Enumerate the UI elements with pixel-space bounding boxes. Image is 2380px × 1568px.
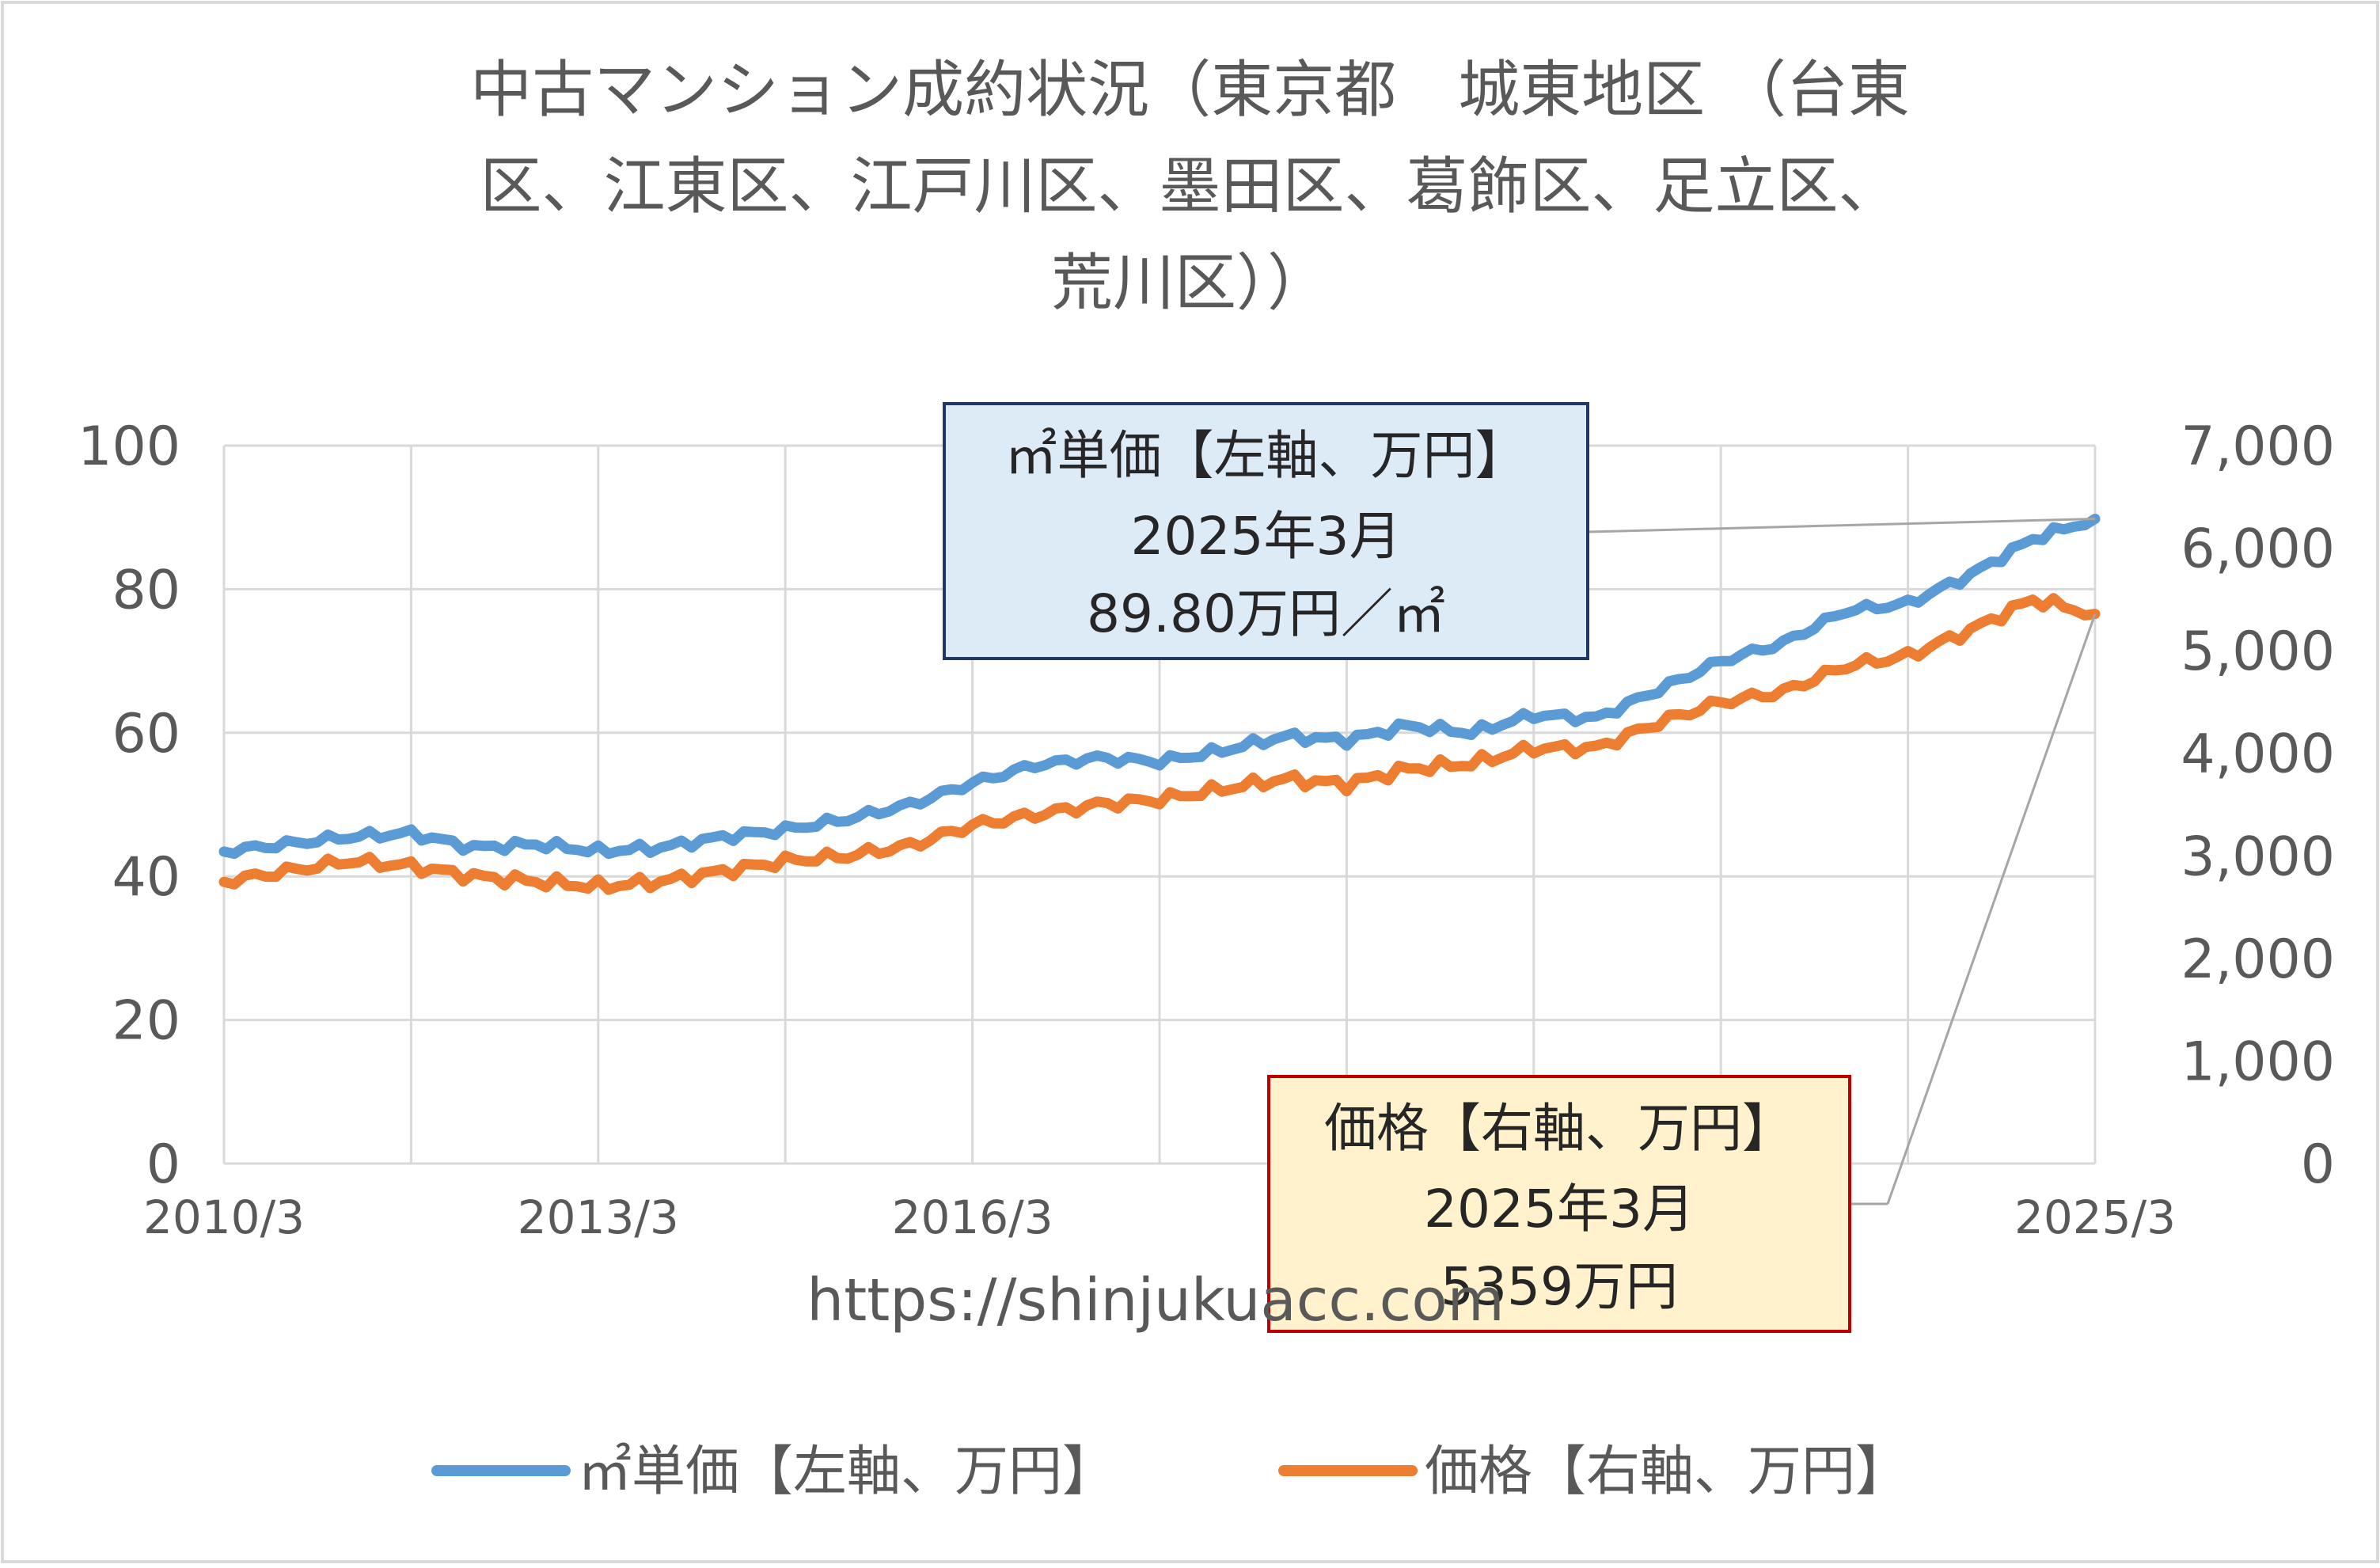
x-tick-label: 2010/3 (143, 1190, 305, 1244)
x-tick-label: 2013/3 (518, 1190, 679, 1244)
chart-title-line-1: 中古マンション成約状況（東京都 城東地区 （台東 (470, 55, 1910, 126)
y-left-tick-label: 0 (146, 1133, 180, 1196)
x-tick-label: 2025/3 (2014, 1190, 2176, 1244)
x-tick-label: 2016/3 (892, 1190, 1053, 1244)
y-left-tick-label: 60 (112, 703, 180, 765)
annotation-line-3: 5359万円 (1441, 1256, 1678, 1317)
annotation-line-2: 2025年3月 (1131, 506, 1402, 567)
annotation-box (943, 402, 1589, 660)
watermark-url: https://shinjukuacc.com (807, 1266, 1504, 1335)
annotation-line-1: ㎡単価【左軸、万円】 (1005, 425, 1528, 486)
y-right-tick-label: 1,000 (2181, 1031, 2335, 1093)
y-left-tick-label: 40 (112, 846, 180, 909)
legend: ㎡単価【左軸、万円】 価格【右軸、万円】 (431, 1441, 1909, 1503)
leader-line (1587, 518, 2096, 533)
chart-title-line-2: 区、江東区、江戸川区、墨田区、葛飾区、足立区、 (480, 151, 1900, 222)
chart-title-line-3: 荒川区）） (1051, 248, 1329, 319)
legend-item: ㎡単価【左軸、万円】 (431, 1441, 1116, 1503)
y-right-tick-label: 6,000 (2181, 518, 2335, 581)
y-right-tick-label: 4,000 (2181, 723, 2335, 786)
annotation-price: 価格【右軸、万円】 2025年3月 5359万円 (1267, 613, 2097, 1333)
y-right-tick-label: 7,000 (2181, 416, 2335, 478)
annotation-line-2: 2025年3月 (1424, 1179, 1695, 1240)
annotation-line-1: 価格【右軸、万円】 (1324, 1098, 1794, 1159)
y-right-tick-label: 3,000 (2181, 826, 2335, 888)
annotation-line-3: 89.80万円／㎡ (1087, 583, 1445, 644)
y-right-tick-label: 5,000 (2181, 621, 2335, 683)
legend-label: 価格【右軸、万円】 (1425, 1441, 1909, 1503)
leader-line (1886, 613, 2097, 1205)
series-line-unit-price (218, 514, 2101, 860)
legend-item: 価格【右軸、万円】 (1278, 1441, 1909, 1503)
y-right-tick-label: 0 (2301, 1133, 2335, 1196)
series-lines (218, 514, 2101, 895)
legend-label: ㎡単価【左軸、万円】 (578, 1441, 1116, 1503)
annotation-box (1267, 1075, 1851, 1333)
annotation-unit-price: ㎡単価【左軸、万円】 2025年3月 89.80万円／㎡ (943, 402, 2096, 660)
y-left-tick-label: 100 (78, 416, 180, 478)
series-line-price (218, 593, 2101, 895)
y-left-tick-label: 20 (112, 990, 180, 1053)
y-left-tick-label: 80 (112, 559, 180, 621)
y-right-tick-label: 2,000 (2181, 928, 2335, 991)
